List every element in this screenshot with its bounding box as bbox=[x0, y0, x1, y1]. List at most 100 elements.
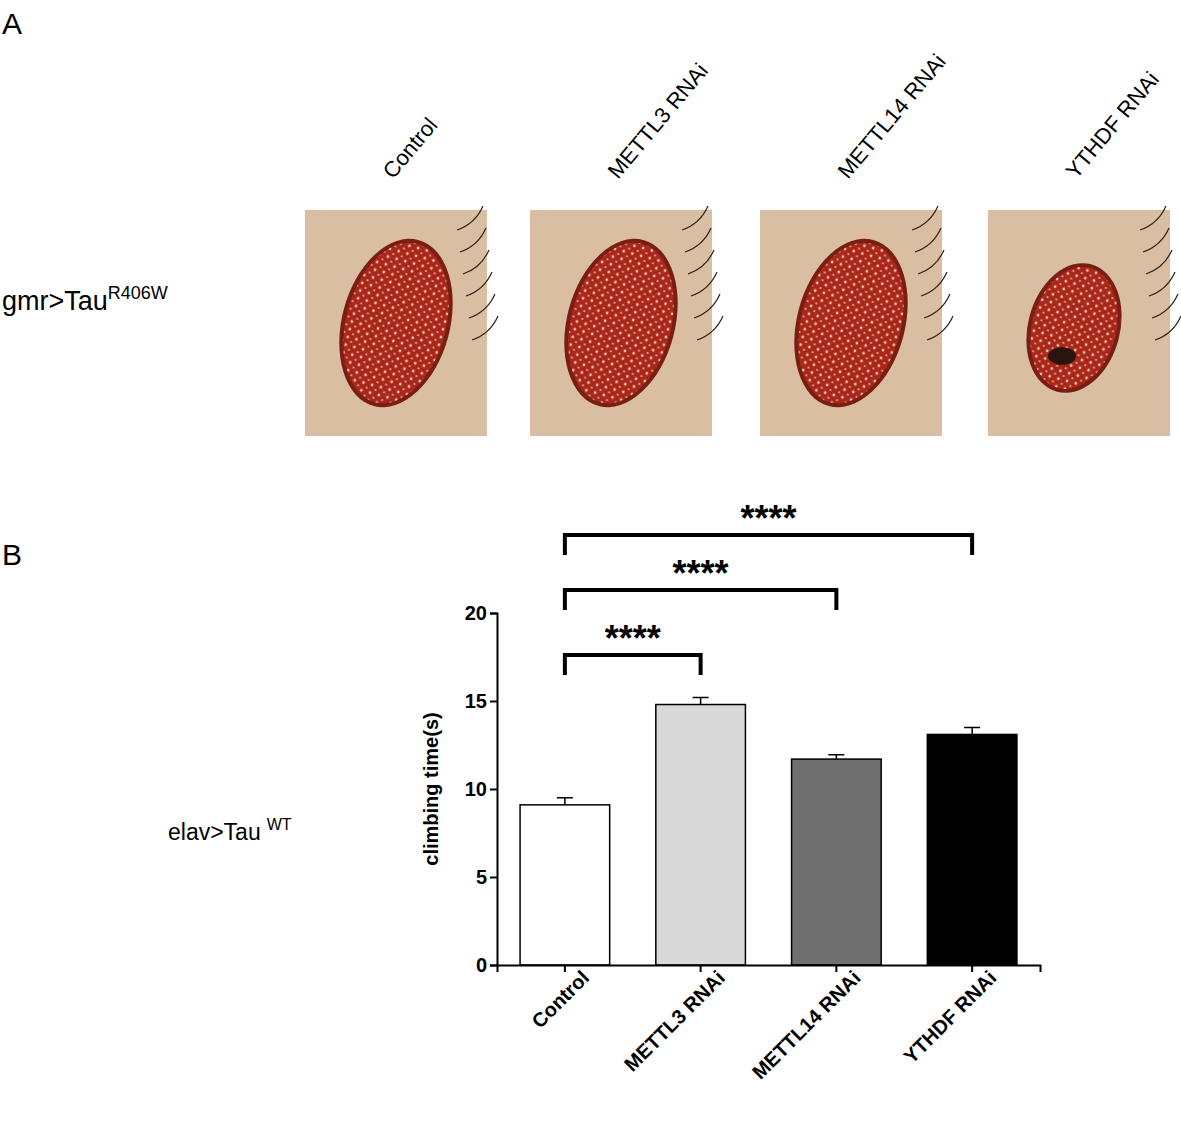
bristle bbox=[1155, 316, 1181, 340]
row-label: elav>Tau WT bbox=[168, 816, 292, 845]
column-label: METTL14 RNAi bbox=[833, 49, 951, 183]
bar bbox=[927, 734, 1017, 965]
bristle bbox=[688, 250, 714, 274]
bristle bbox=[472, 316, 498, 340]
y-tick-label: 20 bbox=[465, 602, 487, 624]
error-bar bbox=[828, 755, 844, 759]
photo-shade bbox=[988, 210, 1170, 436]
eye-photo bbox=[305, 206, 498, 436]
bristle bbox=[691, 272, 717, 296]
photo-shade bbox=[530, 210, 712, 436]
y-axis-line bbox=[490, 614, 498, 966]
bristle bbox=[697, 316, 723, 340]
bristle bbox=[921, 272, 947, 296]
eye-rim bbox=[777, 226, 926, 420]
eye-rim bbox=[547, 226, 696, 420]
x-tick-mark bbox=[835, 965, 837, 972]
bristle bbox=[1152, 294, 1178, 318]
y-tick: 15 bbox=[465, 690, 497, 712]
y-axis-title: climbing time(s) bbox=[420, 712, 442, 865]
y-tick-mark bbox=[490, 965, 497, 967]
significance-label: **** bbox=[605, 618, 661, 659]
x-tick-label: Control bbox=[527, 966, 593, 1032]
bristle bbox=[460, 228, 486, 252]
bar bbox=[656, 705, 746, 965]
eye-rim bbox=[322, 226, 471, 420]
figure: Agmr>TauR406WControlMETTL3 RNAiMETTL14 R… bbox=[0, 0, 1181, 1145]
photo-shade bbox=[760, 210, 942, 436]
x-tick: METTL14 RNAi bbox=[748, 965, 865, 1083]
bristle bbox=[469, 294, 495, 318]
bristle bbox=[682, 206, 708, 230]
photo-background bbox=[760, 210, 942, 436]
y-tick: 20 bbox=[465, 602, 497, 624]
x-tick-label: METTL3 RNAi bbox=[620, 966, 729, 1075]
y-tick-mark bbox=[490, 789, 497, 791]
eye bbox=[551, 231, 690, 415]
y-axis: 0 5 10 15 20 bbox=[465, 602, 498, 976]
y-tick-label: 0 bbox=[476, 954, 487, 976]
error-bar bbox=[693, 697, 709, 704]
row-label-main: gmr>Tau bbox=[2, 286, 108, 316]
eye-photo bbox=[530, 206, 723, 436]
x-tick: METTL3 RNAi bbox=[620, 965, 729, 1075]
x-tick-label: METTL14 RNAi bbox=[748, 966, 865, 1083]
y-tick: 5 bbox=[476, 866, 497, 888]
bristle bbox=[1143, 228, 1169, 252]
row-label-superscript: R406W bbox=[108, 283, 168, 303]
row-label-main: elav>Tau bbox=[168, 819, 261, 845]
x-tick: Control bbox=[527, 965, 593, 1032]
bristle bbox=[685, 228, 711, 252]
eye bbox=[1017, 257, 1130, 399]
bar bbox=[520, 805, 610, 965]
column-label: Control bbox=[378, 113, 443, 183]
bristle bbox=[1149, 272, 1175, 296]
bristle bbox=[927, 316, 953, 340]
bristle bbox=[463, 250, 489, 274]
significance-label: **** bbox=[740, 498, 796, 539]
error-bar bbox=[557, 798, 573, 805]
bar bbox=[792, 759, 882, 965]
photo-shade bbox=[305, 210, 487, 436]
column-label: YTHDF RNAi bbox=[1061, 67, 1164, 183]
bristle bbox=[694, 294, 720, 318]
bristle bbox=[457, 206, 483, 230]
eye-photo bbox=[988, 206, 1181, 436]
bristle bbox=[1140, 206, 1166, 230]
photo-background bbox=[305, 210, 487, 436]
y-tick-mark bbox=[490, 613, 497, 615]
significance-label: **** bbox=[673, 553, 729, 594]
error-bar bbox=[964, 727, 980, 734]
x-tick: YTHDF RNAi bbox=[899, 965, 1000, 1068]
y-tick-mark bbox=[490, 877, 497, 879]
photo-background bbox=[988, 210, 1170, 436]
eye bbox=[326, 231, 465, 415]
bristle bbox=[924, 294, 950, 318]
y-tick-label: 5 bbox=[476, 866, 487, 888]
x-tick-label: YTHDF RNAi bbox=[899, 966, 1000, 1067]
y-tick: 10 bbox=[465, 778, 497, 800]
bristle bbox=[1146, 250, 1172, 274]
x-tick-mark bbox=[971, 965, 973, 972]
column-label: METTL3 RNAi bbox=[603, 59, 713, 184]
row-label-superscript: WT bbox=[267, 816, 292, 833]
bristle bbox=[915, 228, 941, 252]
x-tick-mark bbox=[564, 965, 566, 972]
panel-label: B bbox=[2, 538, 22, 571]
x-tick-mark bbox=[700, 965, 702, 972]
row-label: gmr>TauR406W bbox=[2, 283, 168, 316]
eye-photo bbox=[760, 206, 953, 436]
eye bbox=[781, 231, 920, 415]
x-axis: Control METTL3 RNAiMETTL14 RNAi YTHDF RNAi bbox=[498, 965, 1041, 1083]
y-tick-label: 10 bbox=[465, 778, 487, 800]
y-tick-label: 15 bbox=[465, 690, 487, 712]
bristle bbox=[466, 272, 492, 296]
y-tick: 0 bbox=[476, 954, 497, 976]
photo-background bbox=[530, 210, 712, 436]
eye-lesion bbox=[1048, 347, 1076, 365]
bristle bbox=[912, 206, 938, 230]
plot-area bbox=[520, 697, 1017, 965]
y-tick-mark bbox=[490, 701, 497, 703]
eye-rim bbox=[1012, 252, 1135, 403]
panel-label: A bbox=[2, 7, 22, 40]
